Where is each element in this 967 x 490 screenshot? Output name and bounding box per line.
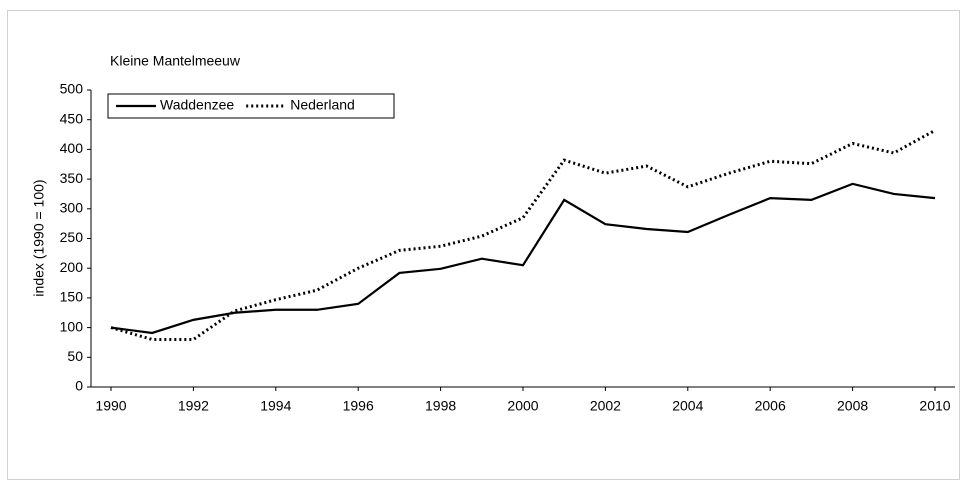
- y-tick-label: 100: [60, 318, 84, 334]
- x-tick-label: 2000: [507, 398, 538, 414]
- y-tick-label: 400: [60, 140, 84, 156]
- legend-label: Waddenzee: [160, 97, 234, 113]
- frame: [7, 10, 960, 480]
- y-axis-label: index (1990 = 100): [31, 179, 47, 296]
- series-line: [110, 182, 936, 335]
- y-tick-label: 500: [60, 81, 84, 97]
- y-tick-label: 50: [67, 348, 83, 364]
- x-tick-label: 2010: [919, 398, 950, 414]
- x-tick-label: 1992: [178, 398, 209, 414]
- chart-title: Kleine Mantelmeeuw: [110, 53, 241, 69]
- y-tick-label: 350: [60, 170, 84, 186]
- x-tick-label: 2006: [755, 398, 786, 414]
- x-tick-label: 2002: [590, 398, 621, 414]
- y-tick-label: 150: [60, 289, 84, 305]
- y-tick-label: 450: [60, 110, 84, 126]
- x-tick-label: 1996: [343, 398, 374, 414]
- y-tick-label: 200: [60, 259, 84, 275]
- legend-label: Nederland: [290, 97, 355, 113]
- x-tick-label: 1994: [260, 398, 291, 414]
- x-tick-label: 2004: [672, 398, 703, 414]
- y-tick-label: 0: [75, 378, 83, 394]
- y-tick-label: 250: [60, 229, 84, 245]
- x-tick-label: 1998: [425, 398, 456, 414]
- x-tick-label: 1990: [95, 398, 126, 414]
- y-tick-label: 300: [60, 200, 84, 216]
- series-line: [110, 129, 936, 341]
- x-tick-label: 2008: [837, 398, 868, 414]
